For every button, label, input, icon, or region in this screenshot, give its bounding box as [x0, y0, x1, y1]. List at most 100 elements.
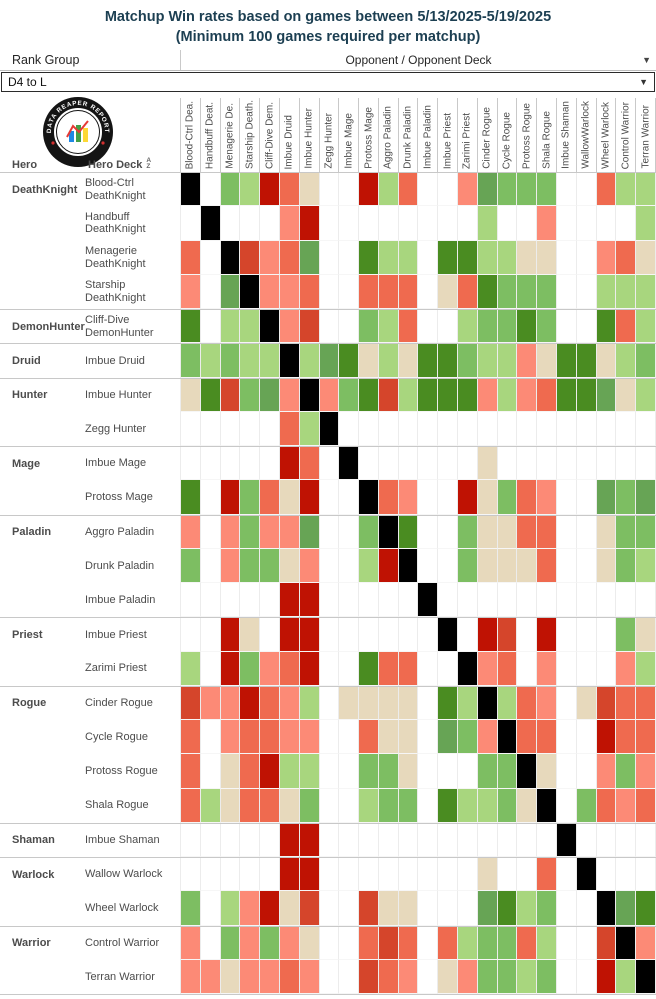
matrix-cell-empty[interactable] [339, 548, 360, 583]
rank-group-select[interactable]: D4 to L ▼ [1, 72, 655, 92]
matrix-cell-empty[interactable] [557, 447, 577, 481]
matrix-cell-empty[interactable] [458, 823, 478, 857]
matrix-cell[interactable] [477, 310, 498, 344]
matrix-cell-mirror[interactable] [596, 891, 617, 926]
matrix-cell-empty[interactable] [181, 411, 201, 446]
matrix-cell[interactable] [220, 720, 241, 755]
matrix-cell[interactable] [240, 173, 261, 207]
matrix-cell[interactable] [596, 173, 617, 207]
matrix-cell[interactable] [438, 959, 459, 994]
matrix-cell[interactable] [240, 720, 261, 755]
matrix-cell-empty[interactable] [378, 411, 399, 446]
matrix-cell[interactable] [497, 240, 518, 275]
matrix-cell-empty[interactable] [596, 447, 617, 481]
matrix-cell[interactable] [537, 858, 558, 892]
matrix-cell[interactable] [279, 206, 300, 241]
matrix-cell[interactable] [616, 754, 637, 789]
hero-label[interactable]: Hunter [12, 389, 48, 402]
deck-label[interactable]: Shala Rogue [85, 799, 149, 812]
matrix-cell-empty[interactable] [339, 240, 360, 275]
matrix-cell-empty[interactable] [378, 206, 399, 241]
deck-label[interactable]: Imbue Hunter [85, 388, 152, 401]
matrix-cell[interactable] [537, 686, 558, 720]
chevron-down-icon[interactable]: ▼ [639, 77, 648, 87]
matrix-cell-empty[interactable] [339, 891, 360, 926]
matrix-cell[interactable] [378, 959, 399, 994]
matrix-cell-mirror[interactable] [517, 754, 538, 789]
matrix-cell-empty[interactable] [339, 480, 360, 515]
matrix-cell[interactable] [181, 240, 201, 275]
matrix-cell-empty[interactable] [576, 618, 597, 652]
matrix-cell-empty[interactable] [636, 411, 656, 446]
matrix-cell[interactable] [181, 720, 201, 755]
matrix-cell-empty[interactable] [418, 240, 439, 275]
matrix-cell-empty[interactable] [596, 618, 617, 652]
matrix-cell-empty[interactable] [438, 310, 459, 344]
matrix-cell-empty[interactable] [418, 548, 439, 583]
matrix-cell-empty[interactable] [557, 548, 577, 583]
matrix-cell-empty[interactable] [458, 891, 478, 926]
matrix-cell-empty[interactable] [557, 310, 577, 344]
hero-label[interactable]: Mage [12, 457, 41, 470]
matrix-cell[interactable] [220, 651, 241, 686]
matrix-cell[interactable] [181, 754, 201, 789]
column-header[interactable]: Cycle Rogue [498, 98, 518, 172]
matrix-cell[interactable] [398, 310, 419, 344]
matrix-cell[interactable] [220, 310, 241, 344]
matrix-cell-empty[interactable] [458, 206, 478, 241]
matrix-cell-empty[interactable] [418, 515, 439, 549]
matrix-cell-empty[interactable] [576, 173, 597, 207]
matrix-cell-empty[interactable] [418, 173, 439, 207]
matrix-cell[interactable] [378, 754, 399, 789]
matrix-cell-empty[interactable] [636, 823, 656, 857]
matrix-cell[interactable] [359, 926, 379, 960]
matrix-cell[interactable] [497, 651, 518, 686]
matrix-cell[interactable] [438, 788, 459, 823]
matrix-cell-mirror[interactable] [477, 686, 498, 720]
matrix-cell[interactable] [299, 858, 320, 892]
matrix-cell-empty[interactable] [477, 823, 498, 857]
matrix-cell-mirror[interactable] [378, 515, 399, 549]
matrix-cell-mirror[interactable] [319, 411, 340, 446]
matrix-cell[interactable] [537, 618, 558, 652]
matrix-cell-empty[interactable] [181, 206, 201, 241]
matrix-cell[interactable] [220, 788, 241, 823]
matrix-cell-empty[interactable] [517, 583, 538, 618]
matrix-cell[interactable] [181, 515, 201, 549]
matrix-cell[interactable] [181, 926, 201, 960]
matrix-cell-empty[interactable] [319, 686, 340, 720]
matrix-cell[interactable] [279, 891, 300, 926]
matrix-cell[interactable] [596, 754, 617, 789]
matrix-cell-empty[interactable] [339, 651, 360, 686]
matrix-cell-empty[interactable] [517, 206, 538, 241]
matrix-cell[interactable] [517, 788, 538, 823]
matrix-cell-empty[interactable] [418, 720, 439, 755]
matrix-cell-empty[interactable] [418, 858, 439, 892]
matrix-cell[interactable] [279, 754, 300, 789]
matrix-cell-empty[interactable] [200, 891, 221, 926]
matrix-cell[interactable] [299, 720, 320, 755]
deck-label[interactable]: Imbue Druid [85, 354, 145, 367]
matrix-cell-empty[interactable] [220, 206, 241, 241]
matrix-cell[interactable] [477, 480, 498, 515]
matrix-cell[interactable] [279, 959, 300, 994]
matrix-cell-empty[interactable] [557, 651, 577, 686]
matrix-cell-empty[interactable] [537, 823, 558, 857]
matrix-cell[interactable] [260, 548, 280, 583]
matrix-cell[interactable] [200, 959, 221, 994]
matrix-cell[interactable] [576, 788, 597, 823]
matrix-cell[interactable] [181, 378, 201, 412]
matrix-cell[interactable] [398, 240, 419, 275]
matrix-cell-empty[interactable] [359, 618, 379, 652]
matrix-cell[interactable] [616, 651, 637, 686]
matrix-cell[interactable] [240, 651, 261, 686]
matrix-cell-empty[interactable] [378, 447, 399, 481]
matrix-cell-empty[interactable] [220, 411, 241, 446]
deck-label[interactable]: Imbue Paladin [85, 593, 156, 606]
column-header[interactable]: Imbue Shaman [557, 98, 577, 172]
matrix-cell-empty[interactable] [319, 548, 340, 583]
matrix-cell-empty[interactable] [557, 173, 577, 207]
matrix-cell[interactable] [240, 378, 261, 412]
matrix-cell[interactable] [537, 206, 558, 241]
matrix-cell[interactable] [636, 720, 656, 755]
